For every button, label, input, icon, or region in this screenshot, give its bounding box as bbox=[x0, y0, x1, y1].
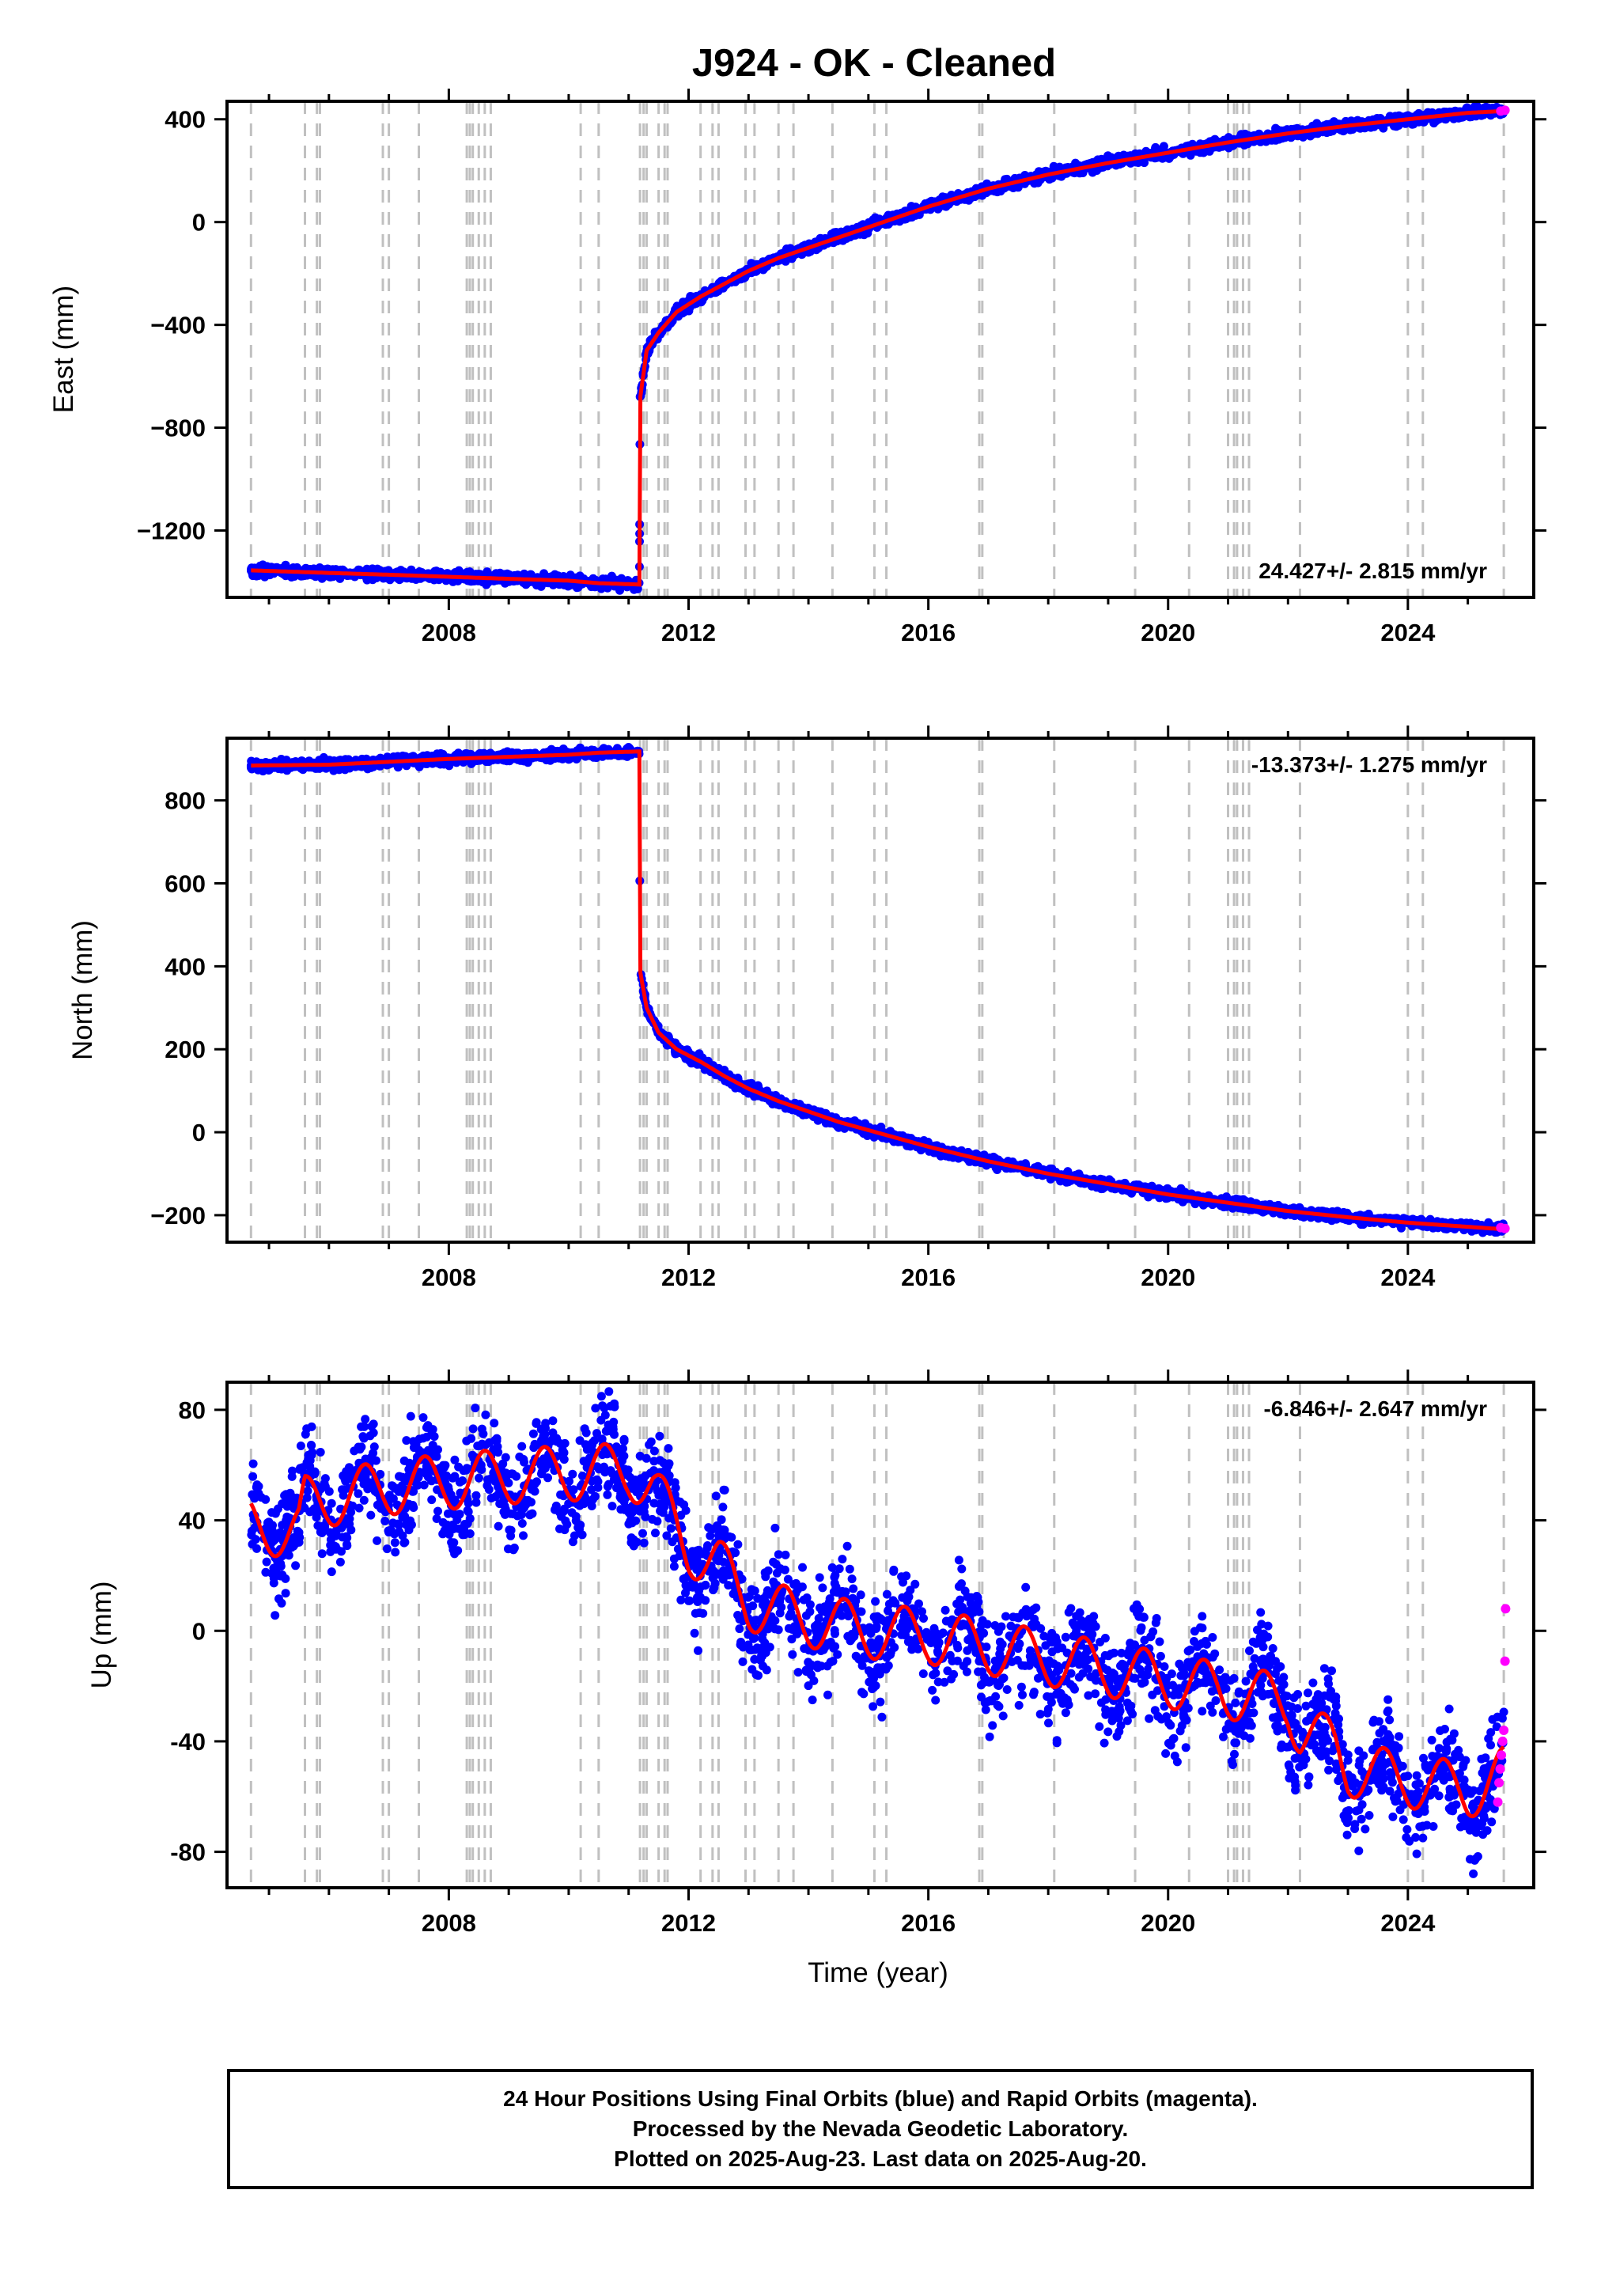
velocity-label: 24.427+/- 2.815 mm/yr bbox=[1258, 559, 1487, 583]
y-tick-label: 400 bbox=[165, 106, 206, 134]
data-point bbox=[1127, 1188, 1136, 1198]
rapid-point bbox=[1500, 105, 1510, 116]
data-point bbox=[938, 192, 948, 202]
x-axis: 2008 2012 2016 2020 2024 bbox=[267, 89, 1470, 646]
y-axis-title: East (mm) bbox=[48, 286, 79, 413]
y-tick-label: −800 bbox=[150, 415, 206, 442]
data-point bbox=[247, 756, 256, 766]
x-tick-label: 2008 bbox=[422, 619, 476, 646]
y-tick-label: −1200 bbox=[137, 517, 206, 545]
data-point bbox=[414, 762, 424, 771]
y-axis: 400 0 −400 −800 −1200 bbox=[137, 106, 1546, 545]
data-point bbox=[1271, 123, 1281, 133]
east-panel: 2008 2012 2016 2020 2024 400 0 −400 −800 −1200 Eas… bbox=[48, 89, 1546, 646]
final-orbit-points bbox=[247, 102, 1508, 595]
rapid-orbit-points bbox=[1496, 105, 1510, 116]
x-tick-label: 2024 bbox=[1380, 619, 1436, 646]
plot-frame bbox=[225, 100, 1535, 599]
data-point bbox=[465, 567, 475, 577]
data-point bbox=[1407, 119, 1417, 129]
main-title: J924 - OK - Cleaned bbox=[692, 42, 1056, 85]
data-point bbox=[368, 575, 377, 585]
x-tick-label: 2020 bbox=[1141, 619, 1195, 646]
data-point bbox=[248, 571, 258, 581]
data-point bbox=[483, 567, 492, 577]
data-point bbox=[933, 204, 943, 214]
y-tick-label: 0 bbox=[192, 209, 206, 237]
data-point bbox=[1329, 117, 1338, 127]
data-point bbox=[1224, 143, 1233, 153]
data-point bbox=[876, 1122, 886, 1131]
final-orbit-points bbox=[246, 743, 1508, 1237]
y-tick-label: −400 bbox=[150, 312, 206, 339]
x-tick-label: 2012 bbox=[661, 619, 716, 646]
event-lines bbox=[249, 738, 1505, 1242]
x-tick-label: 2016 bbox=[901, 619, 956, 646]
data-point bbox=[1107, 153, 1115, 162]
event-lines bbox=[249, 101, 1505, 597]
model-line bbox=[251, 108, 1504, 587]
north-panel: 2008 2012 2016 2020 20248006004002000−200Nor… bbox=[67, 726, 1546, 1291]
